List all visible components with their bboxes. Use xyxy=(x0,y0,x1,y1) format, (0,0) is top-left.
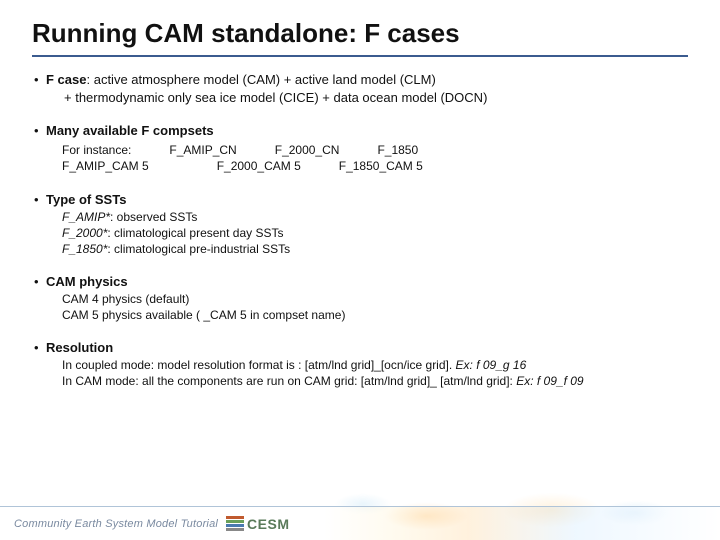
compset-item: F_2000_CN xyxy=(275,142,340,159)
bullet-icon: • xyxy=(32,273,46,291)
logo-bars-icon xyxy=(226,516,244,532)
resolution-head: Resolution xyxy=(46,339,113,357)
resolution-line1a: In coupled mode: model resolution format… xyxy=(62,358,456,372)
sst-prefix: F_2000* xyxy=(62,226,107,240)
section-compsets: • Many available F compsets For instance… xyxy=(32,122,688,175)
slide: Running CAM standalone: F cases • F case… xyxy=(0,0,720,540)
compsets-head: Many available F compsets xyxy=(46,122,214,140)
resolution-ex1: Ex: f 09_g 16 xyxy=(456,358,527,372)
bullet-icon: • xyxy=(32,339,46,357)
slide-title: Running CAM standalone: F cases xyxy=(32,18,688,57)
physics-head: CAM physics xyxy=(46,273,128,291)
bullet-icon: • xyxy=(32,71,46,89)
resolution-line2a: In CAM mode: all the components are run … xyxy=(62,374,516,388)
logo-bar xyxy=(226,528,244,531)
section-resolution: • Resolution In coupled mode: model reso… xyxy=(32,339,688,389)
section-physics: • CAM physics CAM 4 physics (default) CA… xyxy=(32,273,688,323)
logo-text: CESM xyxy=(247,516,289,532)
resolution-ex2: Ex: f 09_f 09 xyxy=(516,374,583,388)
fcase-lead: F case xyxy=(46,72,86,87)
physics-line: CAM 5 physics available ( _CAM 5 in comp… xyxy=(62,307,688,323)
fcase-rest: : active atmosphere model (CAM) + active… xyxy=(86,72,435,87)
physics-line: CAM 4 physics (default) xyxy=(62,291,688,307)
logo-bar xyxy=(226,520,244,523)
sst-text: : climatological present day SSTs xyxy=(107,226,283,240)
section-ssts: • Type of SSTs F_AMIP*: observed SSTs F_… xyxy=(32,191,688,257)
compsets-intro: For instance: xyxy=(62,142,131,159)
footer: Community Earth System Model Tutorial CE… xyxy=(0,506,720,540)
compset-item: F_2000_CAM 5 xyxy=(217,158,301,175)
footer-text: Community Earth System Model Tutorial xyxy=(14,518,218,530)
bullet-icon: • xyxy=(32,191,46,209)
ssts-head: Type of SSTs xyxy=(46,191,126,209)
sst-text: : climatological pre-industrial SSTs xyxy=(107,242,290,256)
sst-prefix: F_AMIP* xyxy=(62,210,110,224)
compset-item: F_AMIP_CAM 5 xyxy=(62,158,149,175)
compset-item: F_AMIP_CN xyxy=(169,142,236,159)
compset-item: F_1850_CAM 5 xyxy=(339,158,423,175)
logo-bar xyxy=(226,516,244,519)
sst-text: : observed SSTs xyxy=(110,210,197,224)
compset-item: F_1850 xyxy=(377,142,418,159)
cesm-logo: CESM xyxy=(226,516,289,532)
sst-prefix: F_1850* xyxy=(62,242,107,256)
bullet-icon: • xyxy=(32,122,46,140)
fcase-line2: + thermodynamic only sea ice model (CICE… xyxy=(46,90,487,105)
section-fcase: • F case: active atmosphere model (CAM) … xyxy=(32,71,688,106)
logo-bar xyxy=(226,524,244,527)
